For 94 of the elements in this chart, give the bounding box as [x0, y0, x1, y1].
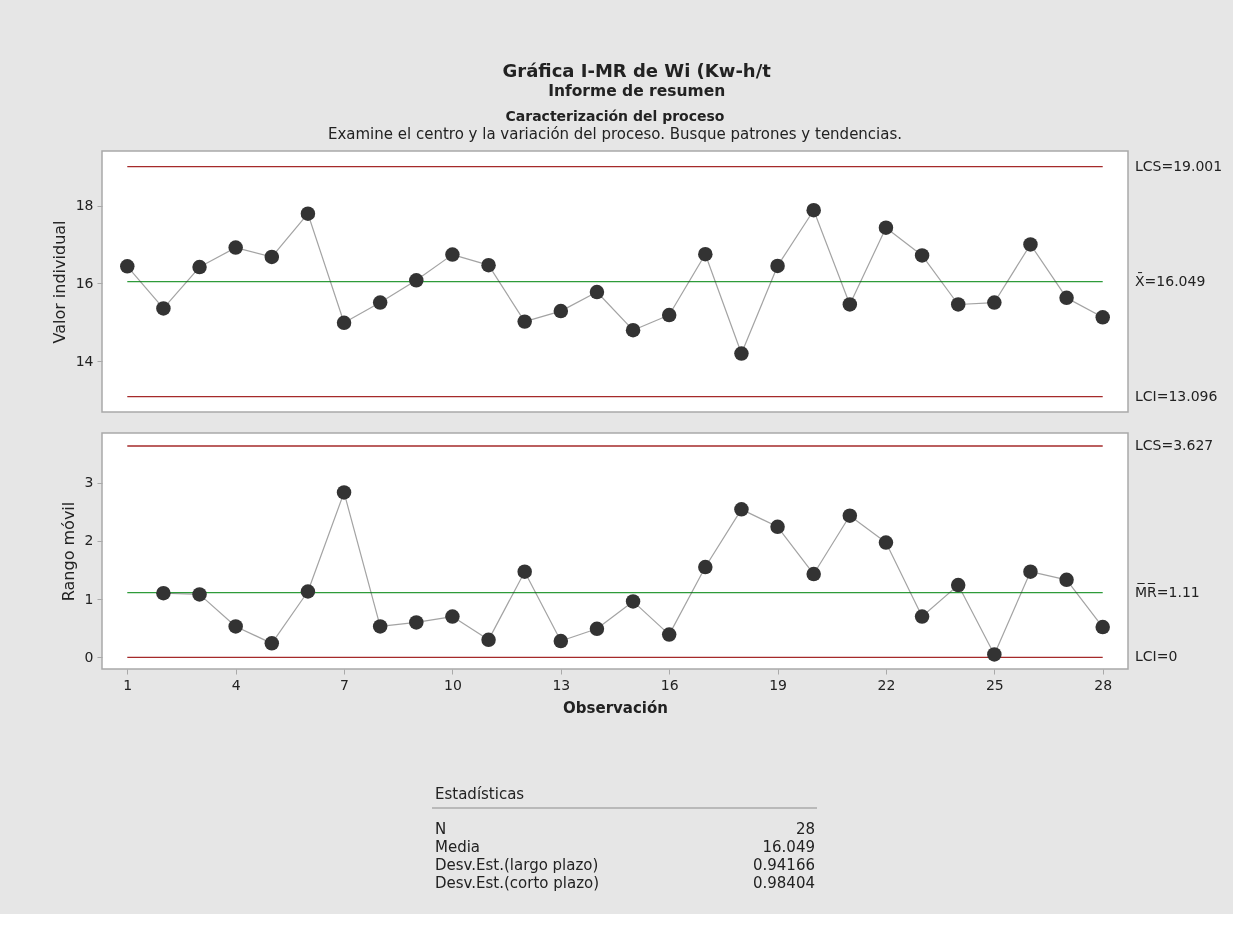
- text: 28: [795, 820, 815, 838]
- ref-line-label: M̅R̅=1.11: [1135, 583, 1200, 600]
- point: [228, 619, 243, 634]
- point: [1059, 290, 1074, 306]
- point: [1095, 619, 1110, 635]
- point: [770, 258, 785, 274]
- x-tick-label: 4: [231, 676, 241, 693]
- ref-line-label: X̄=16.049: [1135, 271, 1206, 289]
- point: [264, 636, 280, 651]
- x-tick-label: 25: [985, 676, 1004, 693]
- text: 16.049: [762, 838, 815, 856]
- point: [770, 519, 785, 535]
- chart-title: Gráfica I-MR de Wi (Kw-h/t: [502, 59, 772, 81]
- point: [264, 249, 280, 265]
- text: N: [435, 820, 447, 838]
- point: [517, 564, 532, 579]
- text: Examine el centro y la variación del proceso. Busque patrones y tendencias.: [327, 125, 903, 143]
- y-tick-label: 1: [84, 590, 94, 607]
- point: [300, 584, 316, 599]
- point: [806, 202, 821, 218]
- point: [300, 206, 316, 221]
- point: [336, 315, 352, 331]
- x-tick-label: 16: [660, 676, 679, 693]
- point: [589, 284, 605, 300]
- point: [950, 297, 966, 312]
- point: [698, 559, 713, 575]
- text: Caracterización del proceso: [505, 108, 725, 124]
- point: [156, 586, 171, 601]
- point: [553, 303, 569, 319]
- y-tick-label: 3: [84, 474, 94, 491]
- x-tick-label: 28: [1094, 676, 1113, 693]
- point: [625, 322, 641, 338]
- point: [987, 295, 1002, 310]
- point: [625, 594, 641, 609]
- point: [120, 259, 135, 274]
- ref-line-label: LCI=13.096: [1135, 387, 1218, 404]
- point: [950, 577, 966, 593]
- point: [481, 257, 496, 273]
- y-axis-title: Rango móvil: [58, 501, 78, 602]
- point: [409, 615, 424, 630]
- point: [372, 619, 388, 634]
- y-tick-label: 16: [75, 274, 94, 291]
- point: [661, 627, 677, 642]
- point: [409, 273, 424, 288]
- point: [734, 346, 749, 361]
- point: [661, 307, 677, 323]
- ref-line-label: LCI=0: [1135, 648, 1178, 665]
- point: [1059, 572, 1074, 588]
- x-tick-label: 7: [340, 676, 350, 693]
- text: Desv.Est.(corto plazo): [435, 874, 600, 892]
- point: [589, 621, 605, 637]
- point: [517, 314, 532, 329]
- y-tick-label: 14: [75, 352, 94, 369]
- y-tick-label: 2: [84, 532, 94, 549]
- text: Estadísticas: [435, 785, 525, 803]
- point: [878, 220, 894, 235]
- point: [336, 485, 352, 500]
- point: [842, 297, 858, 312]
- point: [1095, 310, 1110, 325]
- text: Desv.Est.(largo plazo): [435, 856, 599, 874]
- point: [987, 647, 1002, 662]
- point: [445, 247, 460, 262]
- point: [698, 247, 713, 262]
- text: 0.94166: [752, 856, 815, 874]
- x-axis-title: Observación: [563, 698, 668, 717]
- ref-line-label: LCS=19.001: [1135, 157, 1223, 174]
- point: [156, 301, 171, 316]
- point: [445, 609, 460, 624]
- point: [1023, 237, 1038, 252]
- text: Media: [435, 838, 481, 856]
- point: [1023, 564, 1038, 579]
- chart-subtitle: Informe de resumen: [548, 81, 726, 100]
- point: [842, 508, 858, 523]
- point: [734, 502, 749, 517]
- point: [806, 566, 821, 582]
- point: [372, 295, 388, 310]
- y-tick-label: 18: [75, 197, 94, 214]
- text: 0.98404: [752, 874, 815, 892]
- point: [192, 587, 207, 602]
- point: [878, 535, 894, 550]
- point: [481, 632, 496, 648]
- point: [228, 240, 243, 255]
- x-tick-label: 22: [877, 676, 896, 693]
- point: [553, 633, 569, 649]
- point: [192, 259, 207, 275]
- point: [914, 609, 930, 624]
- ref-line-label: LCS=3.627: [1135, 436, 1214, 453]
- x-tick-label: 10: [444, 676, 462, 693]
- y-axis-title: Valor individual: [49, 220, 69, 344]
- x-tick-label: 13: [552, 676, 571, 693]
- point: [914, 248, 930, 263]
- x-tick-label: 1: [123, 676, 133, 693]
- y-tick-label: 0: [84, 648, 94, 665]
- x-tick-label: 19: [769, 676, 787, 693]
